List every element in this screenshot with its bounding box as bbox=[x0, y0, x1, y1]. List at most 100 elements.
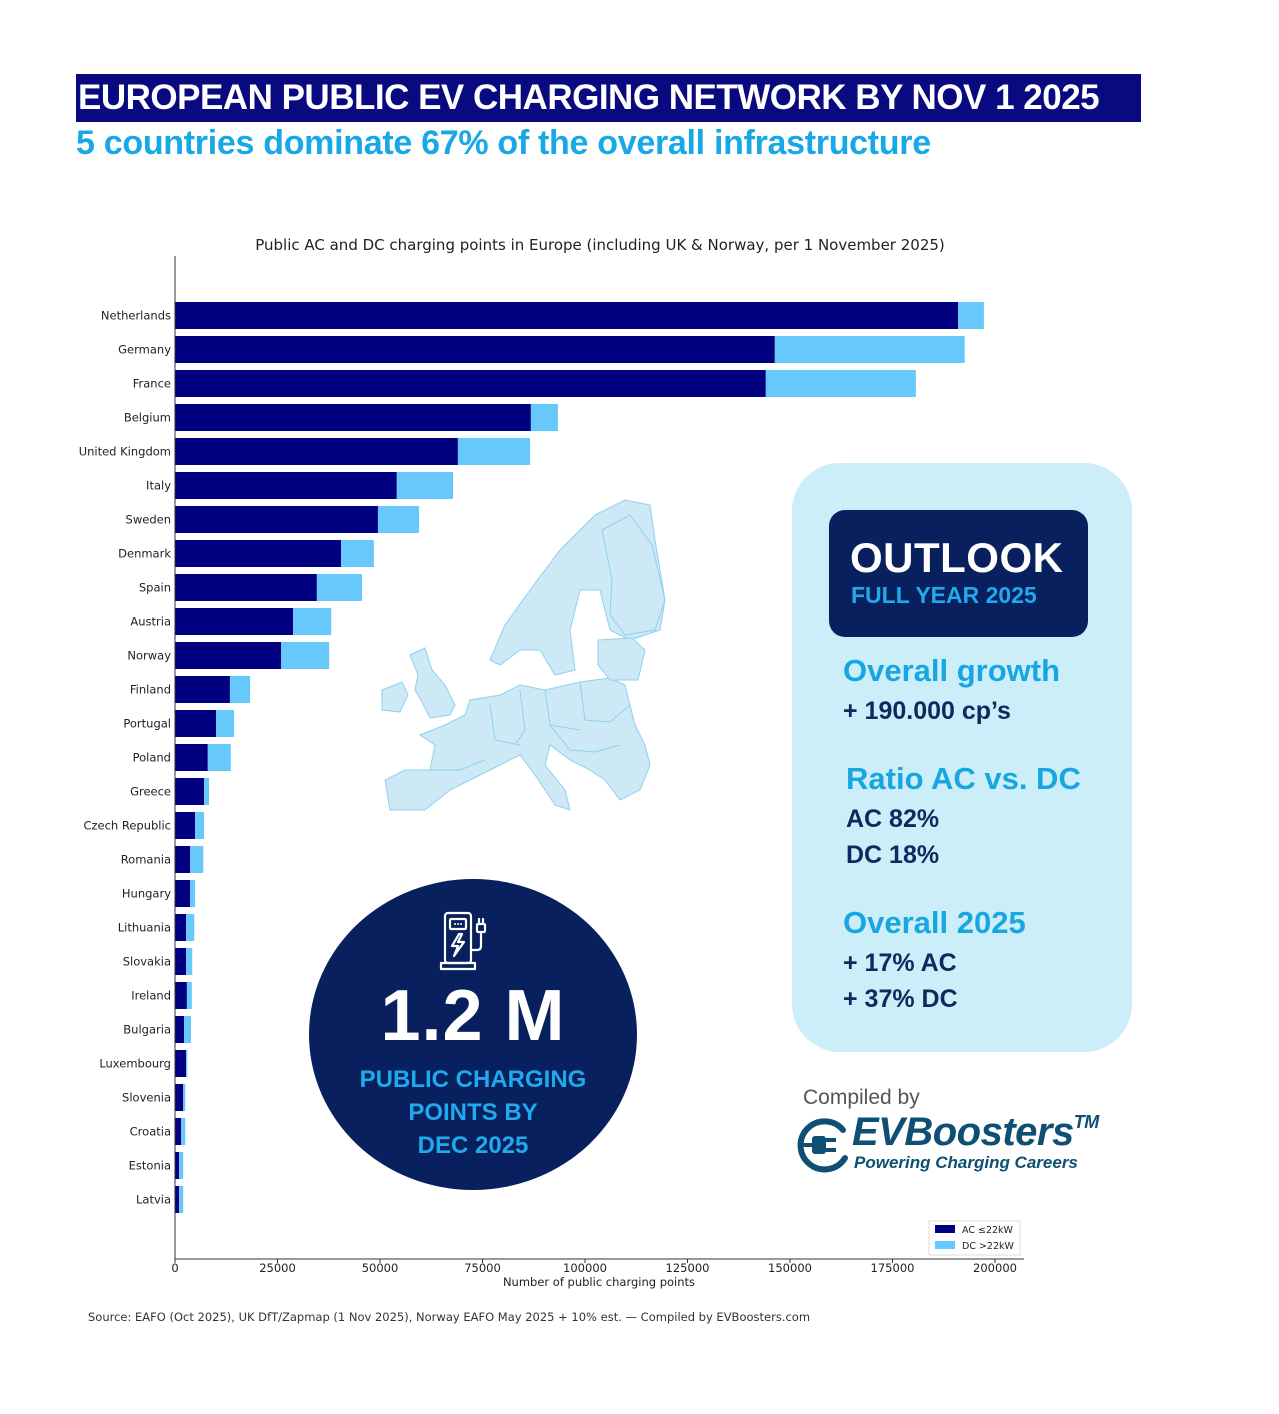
highlight-value: 1.2 M bbox=[380, 976, 566, 1056]
overall-2025-ac: + 17% AC bbox=[843, 949, 957, 977]
bar-dc-united-kingdom bbox=[457, 438, 531, 465]
bar-dc-bulgaria bbox=[184, 1016, 191, 1043]
europe-map-icon bbox=[381, 499, 666, 811]
bar-dc-italy bbox=[396, 472, 453, 499]
highlight-caption-line: DEC 2025 bbox=[417, 1132, 529, 1159]
source-note: Source: EAFO (Oct 2025), UK DfT/Zapmap (… bbox=[88, 1310, 811, 1324]
trademark: TM bbox=[1073, 1112, 1100, 1132]
bar-dc-austria bbox=[293, 608, 332, 635]
category-label: Romania bbox=[121, 853, 171, 867]
category-label: Latvia bbox=[136, 1193, 171, 1207]
category-label: Slovakia bbox=[123, 955, 171, 969]
category-label: Luxembourg bbox=[99, 1057, 171, 1071]
ev-charger-icon bbox=[439, 911, 487, 971]
x-axis-label: Number of public charging points bbox=[503, 1275, 695, 1289]
bar-dc-finland bbox=[229, 676, 251, 703]
category-label: Czech Republic bbox=[83, 819, 171, 833]
x-tick-label: 200000 bbox=[973, 1261, 1017, 1275]
bar-dc-slovakia bbox=[186, 948, 193, 975]
outlook-subtitle: FULL YEAR 2025 bbox=[851, 582, 1037, 608]
bar-ac-finland bbox=[175, 676, 230, 703]
category-label: Lithuania bbox=[118, 921, 171, 935]
x-ticks: 0 25000 50000 75000 100000 125000 150000 175000… bbox=[171, 1259, 1017, 1275]
bar-ac-france bbox=[175, 370, 766, 397]
bar-ac-croatia bbox=[175, 1118, 182, 1145]
bar-ac-poland bbox=[175, 744, 208, 771]
overall-2025-dc: + 37% DC bbox=[843, 985, 958, 1013]
category-label: Slovenia bbox=[122, 1091, 171, 1105]
x-tick-label: 75000 bbox=[464, 1261, 501, 1275]
bar-ac-slovenia bbox=[175, 1084, 184, 1111]
bar-dc-ireland bbox=[186, 982, 192, 1009]
brand-tagline: Powering Charging Careers bbox=[854, 1153, 1078, 1172]
category-label: Portugal bbox=[123, 717, 171, 731]
category-label: Finland bbox=[130, 683, 171, 697]
bar-dc-hungary bbox=[190, 880, 196, 907]
bar-dc-portugal bbox=[216, 710, 235, 737]
legend-label-ac: AC ≤22kW bbox=[962, 1225, 1014, 1236]
ratio-heading: Ratio AC vs. DC bbox=[846, 761, 1081, 796]
chart-title: Public AC and DC charging points in Euro… bbox=[255, 236, 945, 254]
brand-name-text: EVBoosters bbox=[852, 1110, 1074, 1154]
bar-dc-latvia bbox=[179, 1186, 184, 1213]
plug-logo-icon bbox=[797, 1118, 848, 1173]
bar-ac-portugal bbox=[175, 710, 216, 737]
bar-dc-denmark bbox=[341, 540, 374, 567]
ratio-ac-value: AC 82% bbox=[846, 805, 940, 833]
bar-dc-netherlands bbox=[958, 302, 984, 329]
overall-2025-heading: Overall 2025 bbox=[843, 905, 1026, 940]
x-tick-label: 150000 bbox=[768, 1261, 812, 1275]
category-label: Norway bbox=[127, 649, 171, 663]
bar-ac-united-kingdom bbox=[175, 438, 458, 465]
bar-ac-germany bbox=[175, 336, 775, 363]
bar-dc-croatia bbox=[181, 1118, 186, 1145]
highlight-caption-line: PUBLIC CHARGING bbox=[359, 1066, 587, 1093]
legend-swatch-ac bbox=[935, 1225, 955, 1233]
bar-ac-austria bbox=[175, 608, 294, 635]
bar-dc-romania bbox=[190, 846, 204, 873]
x-tick-label: 100000 bbox=[563, 1261, 607, 1275]
category-label: Denmark bbox=[118, 547, 171, 561]
x-tick-label: 0 bbox=[171, 1261, 178, 1275]
bar-dc-poland bbox=[207, 744, 231, 771]
bar-ac-norway bbox=[175, 642, 282, 669]
category-label: Ireland bbox=[131, 989, 171, 1003]
bar-ac-ireland bbox=[175, 982, 187, 1009]
category-label: Spain bbox=[139, 581, 171, 595]
bar-ac-spain bbox=[175, 574, 317, 601]
infographic-subtitle: 5 countries dominate 67% of the overall … bbox=[76, 124, 931, 162]
bar-ac-denmark bbox=[175, 540, 342, 567]
bar-dc-estonia bbox=[179, 1152, 184, 1179]
bar-dc-belgium bbox=[530, 404, 558, 431]
bar-ac-latvia bbox=[175, 1186, 180, 1213]
bar-ac-bulgaria bbox=[175, 1016, 185, 1043]
category-label: Croatia bbox=[130, 1125, 171, 1139]
bar-dc-greece bbox=[204, 778, 210, 805]
bar-dc-norway bbox=[281, 642, 330, 669]
bar-ac-estonia bbox=[175, 1152, 180, 1179]
infographic-title: EUROPEAN PUBLIC EV CHARGING NETWORK BY N… bbox=[76, 74, 1141, 122]
legend: AC ≤22kW DC >22kW bbox=[928, 1220, 1021, 1256]
bar-dc-lithuania bbox=[186, 914, 195, 941]
bar-ac-luxembourg bbox=[175, 1050, 187, 1077]
bar-dc-sweden bbox=[377, 506, 419, 533]
legend-swatch-dc bbox=[935, 1241, 955, 1249]
highlight-caption: PUBLIC CHARGING POINTS BY DEC 2025 bbox=[309, 1063, 637, 1162]
bars-group bbox=[175, 302, 984, 1213]
bar-ac-hungary bbox=[175, 880, 191, 907]
category-label: Poland bbox=[133, 751, 171, 765]
overall-growth-value: + 190.000 cp’s bbox=[843, 697, 1011, 725]
category-labels: Netherlands Germany France Belgium United Ki… bbox=[79, 309, 172, 1207]
compiled-by-label: Compiled by bbox=[803, 1086, 920, 1109]
outlook-header-box bbox=[829, 510, 1088, 637]
bar-ac-slovakia bbox=[175, 948, 187, 975]
category-label: United Kingdom bbox=[79, 445, 171, 459]
category-label: Bulgaria bbox=[123, 1023, 171, 1037]
bar-ac-sweden bbox=[175, 506, 378, 533]
bar-ac-lithuania bbox=[175, 914, 187, 941]
x-tick-label: 25000 bbox=[259, 1261, 296, 1275]
bar-dc-france bbox=[765, 370, 916, 397]
x-tick-label: 125000 bbox=[666, 1261, 710, 1275]
brand-name: EVBoostersTM bbox=[852, 1110, 1099, 1155]
